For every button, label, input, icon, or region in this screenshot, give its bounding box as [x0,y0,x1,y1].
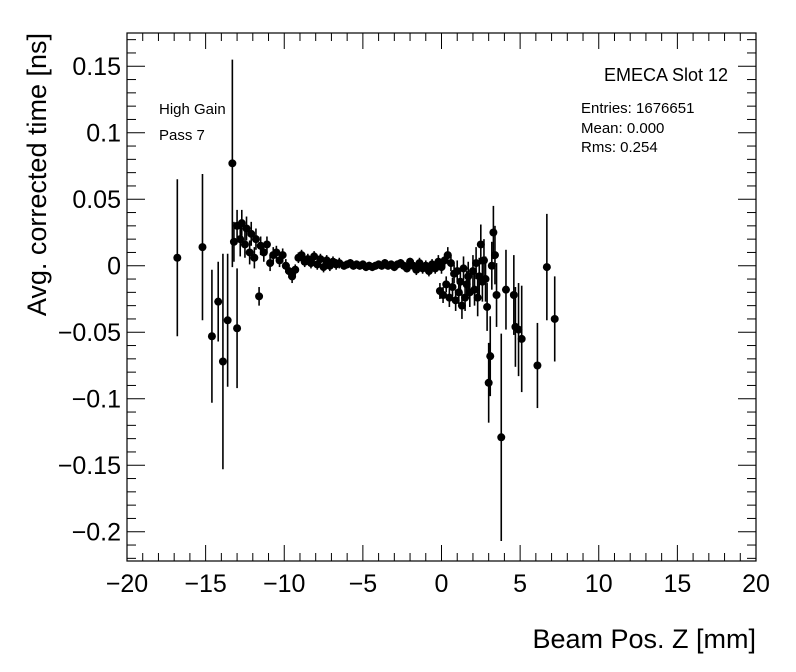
annotation-high-gain: High Gain [159,101,226,118]
data-point [486,352,495,361]
data-point [291,265,300,274]
data-point [459,264,468,273]
data-point [319,263,328,272]
data-point [472,259,481,268]
data-point [492,291,501,300]
data-point [412,265,421,274]
data-points [173,59,559,542]
y-tick-label: 0.15 [72,53,121,81]
data-point [245,248,254,257]
data-point [247,229,256,238]
data-point [509,291,518,300]
data-point [236,235,245,244]
x-tick-label: 15 [663,570,691,598]
x-tick-label: 20 [742,570,770,598]
data-point [442,280,451,289]
x-tick-label: −15 [184,570,226,598]
data-point [501,285,510,294]
data-point [306,259,315,268]
y-tick-label: −0.1 [72,386,121,414]
data-point [297,251,306,260]
data-point [476,240,485,249]
data-point [207,332,216,341]
data-point [517,334,526,343]
chart-title: EMECA Slot 12 [604,65,728,85]
data-point [445,293,454,302]
data-point [456,277,465,286]
data-point [228,159,237,168]
data-point [310,252,319,261]
data-point [233,324,242,333]
data-point [451,296,460,305]
data-point [481,275,490,284]
data-point [448,283,457,292]
data-point [484,378,493,387]
data-point [542,263,551,272]
data-point [550,314,559,323]
data-point [316,255,325,264]
x-axis-label: Beam Pos. Z [mm] [532,624,756,654]
data-point [218,357,227,366]
data-point [457,301,466,310]
x-tick-label: 0 [435,570,449,598]
y-tick-label: −0.05 [58,319,121,347]
data-point [256,241,265,250]
data-point [250,253,259,262]
data-point [483,302,492,311]
y-tick-label: −0.2 [72,519,121,547]
data-point [487,261,496,270]
data-point [255,292,264,301]
data-point [497,433,506,442]
y-tick-label: −0.15 [58,452,121,480]
x-tick-label: −5 [349,570,378,598]
data-point [479,256,488,265]
data-point [490,251,499,260]
data-point [288,272,297,281]
y-tick-label: 0 [107,253,121,281]
data-point [514,325,523,334]
data-point [173,253,182,262]
data-point [262,240,271,249]
data-point [242,224,251,233]
data-point [240,240,249,249]
data-point [439,291,448,300]
stats-mean: Mean: 0.000 [581,120,664,137]
data-point [402,264,411,273]
data-point [266,259,275,268]
data-point [468,267,477,276]
stats-rms: Rms: 0.254 [581,139,658,156]
data-point [431,264,440,273]
y-tick-label: 0.1 [86,120,121,148]
y-tick-label: 0.05 [72,186,121,214]
data-point [198,243,207,252]
data-point [272,248,281,257]
data-point [437,263,446,272]
x-tick-label: 5 [513,570,527,598]
data-point [223,316,232,325]
x-tick-label: −10 [263,570,305,598]
data-point [278,251,287,260]
data-point [489,228,498,237]
data-point [214,297,223,306]
axis-ticks [126,33,757,561]
data-point [470,285,479,294]
data-point [443,251,452,260]
x-tick-label: 10 [585,570,613,598]
data-point [473,293,482,302]
annotation-pass: Pass 7 [159,127,205,144]
y-tick-labels: −0.2 −0.15 −0.1 −0.05 0 0.05 0.1 0.15 [58,53,121,546]
x-tick-labels: −20 −15 −10 −5 0 5 10 15 20 [106,570,770,598]
x-tick-label: −20 [106,570,148,598]
data-point [259,248,268,257]
data-point [533,361,542,370]
data-point [229,237,238,246]
y-axis-label: Avg. corrected time [ns] [22,33,52,316]
data-point [237,219,246,228]
stats-entries: Entries: 1676651 [581,100,694,117]
data-point [424,267,433,276]
data-point [453,267,462,276]
data-point [251,235,260,244]
data-point [446,259,455,268]
